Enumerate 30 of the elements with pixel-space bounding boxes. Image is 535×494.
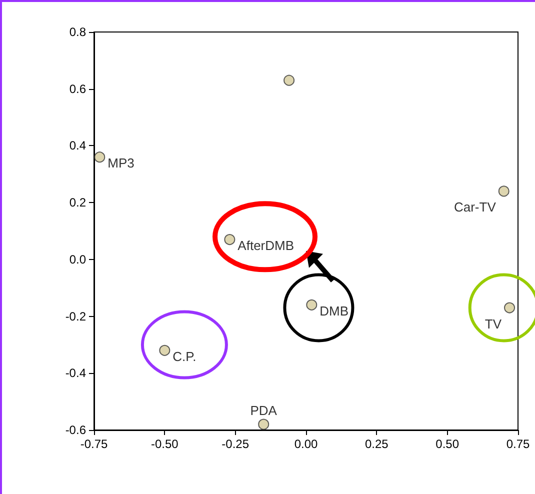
y-tick-label: 0.0 — [69, 252, 86, 266]
x-tick-label: -0.75 — [80, 437, 108, 451]
annotation: DMB — [320, 303, 349, 318]
annotation: AfterDMB — [238, 238, 294, 254]
x-tick-label: -0.50 — [150, 437, 179, 451]
point — [258, 418, 270, 430]
point — [284, 74, 295, 86]
annotation: PDA — [250, 402, 278, 418]
y-tick-label: -0.4 — [65, 366, 86, 380]
y-tick-label: 0.4 — [69, 138, 86, 153]
point — [94, 152, 106, 163]
x-tick-label: -0.25 — [222, 437, 250, 451]
x-tick-label: 0.75 — [506, 437, 530, 451]
x-tick-label: 0.00 — [294, 437, 318, 451]
y-tick-label: 0.8 — [69, 25, 86, 39]
point — [224, 234, 236, 246]
annotation: TV — [484, 316, 502, 332]
y-tick-label: -0.6 — [65, 423, 86, 437]
annotation: MP3 — [108, 156, 134, 171]
x-tick-label: 0.25 — [364, 437, 389, 451]
annotation: Car-TV — [454, 200, 496, 215]
y-tick-label: 0.2 — [69, 196, 86, 210]
point — [504, 302, 516, 314]
y-tick-label: 0.6 — [69, 82, 86, 96]
point — [306, 299, 318, 310]
x-tick-label: 0.50 — [436, 437, 460, 451]
point — [159, 344, 170, 356]
point — [498, 186, 510, 197]
y-tick-label: -0.2 — [65, 309, 86, 324]
annotation: C.P. — [172, 348, 196, 364]
